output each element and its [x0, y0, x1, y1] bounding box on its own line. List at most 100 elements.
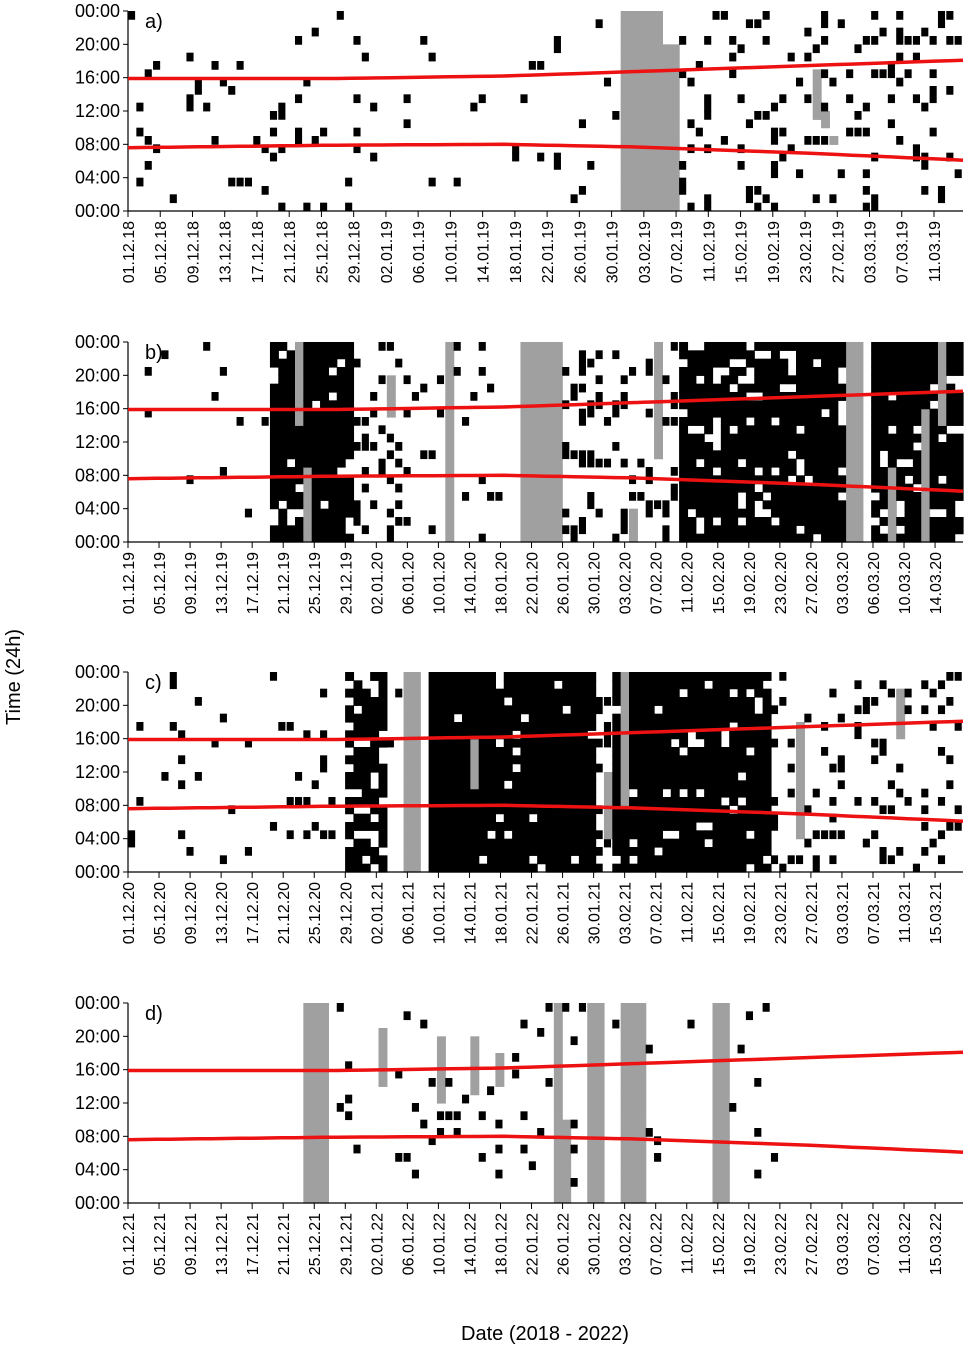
partial-activity-cell	[587, 1036, 597, 1046]
partial-activity-cell	[311, 1028, 321, 1037]
activity-cell	[687, 688, 697, 698]
activity-cell	[896, 77, 904, 87]
activity-cell	[553, 44, 561, 54]
activity-cell	[729, 705, 739, 715]
activity-cell	[954, 367, 964, 376]
activity-cell	[345, 730, 355, 740]
activity-cell	[896, 433, 906, 443]
partial-activity-cell	[311, 1153, 321, 1162]
sunset-curve	[128, 1050, 964, 1073]
partial-activity-cell	[712, 1161, 722, 1171]
activity-cell	[503, 797, 513, 806]
activity-cell	[286, 467, 296, 476]
activity-cell	[545, 763, 555, 773]
panel-3: 00:0004:0008:0012:0016:0020:0000:0001.12…	[75, 662, 964, 944]
partial-activity-cell	[654, 161, 663, 170]
activity-cell	[219, 77, 227, 87]
activity-cell	[311, 392, 321, 401]
activity-cell	[428, 697, 438, 706]
activity-cell	[420, 1119, 428, 1129]
activity-cell	[345, 672, 355, 681]
activity-cell	[645, 813, 655, 823]
activity-cell	[612, 780, 622, 790]
activity-cell	[871, 697, 879, 706]
activity-cell	[946, 86, 954, 95]
activity-cell	[662, 375, 670, 385]
partial-activity-cell	[620, 1086, 630, 1096]
partial-activity-cell	[303, 1053, 313, 1062]
activity-cell	[311, 822, 319, 831]
activity-cell	[912, 450, 922, 460]
activity-cell	[336, 475, 346, 485]
activity-cell	[562, 442, 570, 451]
activity-cell	[311, 375, 321, 385]
activity-cell	[328, 375, 338, 385]
activity-cell	[654, 688, 663, 698]
activity-cell	[846, 127, 854, 137]
activity-cell	[345, 383, 355, 393]
activity-cell	[821, 375, 830, 385]
activity-cell	[512, 738, 522, 748]
activity-cell	[912, 342, 922, 351]
activity-cell	[946, 822, 954, 831]
activity-cell	[470, 713, 480, 723]
activity-cell	[587, 705, 597, 715]
partial-activity-cell	[311, 1078, 321, 1087]
activity-cell	[762, 830, 772, 840]
activity-cell	[570, 813, 580, 823]
sunset-curve	[128, 58, 964, 81]
partial-activity-cell	[821, 119, 830, 129]
activity-cell	[378, 467, 386, 476]
activity-cell	[478, 755, 488, 765]
partial-activity-cell	[654, 86, 663, 95]
partial-activity-cell	[887, 533, 897, 543]
activity-cell	[462, 780, 471, 790]
activity-cell	[587, 408, 595, 418]
partial-activity-cell	[654, 61, 663, 70]
activity-cell	[670, 483, 678, 493]
activity-cell	[286, 400, 296, 410]
activity-cell	[269, 383, 279, 393]
activity-cell	[361, 52, 369, 62]
partial-activity-cell	[637, 1178, 647, 1187]
activity-cell	[812, 383, 822, 393]
activity-cell	[278, 358, 288, 368]
activity-cell	[645, 697, 655, 706]
x-tick-label: 15.03.22	[928, 1213, 945, 1275]
activity-cell	[954, 483, 964, 493]
activity-cell	[328, 425, 338, 435]
activity-cell	[528, 672, 538, 681]
activity-cell	[704, 342, 714, 351]
partial-activity-cell	[303, 1011, 313, 1021]
partial-activity-cell	[411, 730, 421, 740]
activity-cell	[545, 1078, 553, 1087]
partial-activity-cell	[403, 822, 413, 831]
partial-activity-cell	[411, 713, 421, 723]
activity-cell	[336, 500, 346, 510]
activity-cell	[587, 838, 597, 848]
activity-cell	[620, 517, 628, 526]
partial-activity-cell	[637, 119, 647, 129]
activity-cell	[537, 855, 547, 865]
activity-cell	[278, 508, 288, 518]
activity-cell	[745, 838, 755, 848]
partial-activity-cell	[553, 1169, 563, 1179]
activity-cell	[787, 525, 797, 535]
activity-cell	[453, 738, 463, 748]
partial-activity-cell	[645, 52, 655, 62]
activity-cell	[278, 202, 286, 212]
activity-cell	[578, 680, 588, 690]
activity-cell	[921, 822, 929, 831]
partial-activity-cell	[411, 847, 421, 856]
partial-activity-cell	[403, 772, 413, 781]
activity-cell	[912, 492, 922, 501]
activity-cell	[428, 1078, 436, 1087]
activity-cell	[278, 492, 288, 501]
activity-cell	[745, 467, 755, 476]
partial-activity-cell	[595, 1053, 605, 1062]
activity-cells	[303, 1003, 779, 1204]
activity-cell	[887, 94, 895, 104]
activity-cell	[770, 350, 780, 360]
activity-cell	[278, 475, 288, 485]
x-tick-label: 11.03.22	[897, 1213, 914, 1274]
